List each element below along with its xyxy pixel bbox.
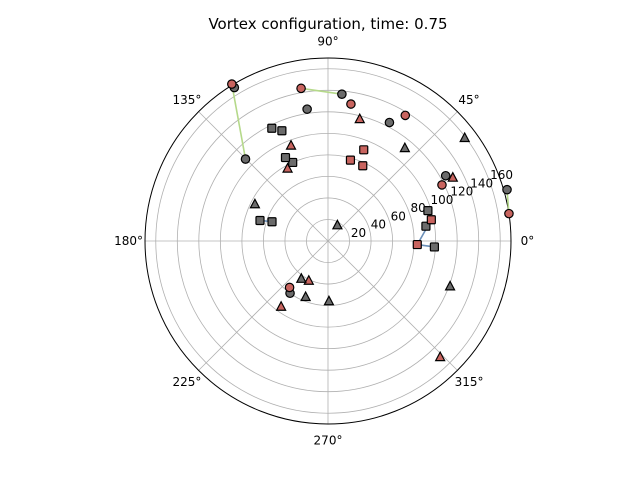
link-line xyxy=(231,83,247,160)
square-marker xyxy=(429,242,440,252)
circle-marker xyxy=(302,104,312,114)
square-marker xyxy=(423,206,433,216)
triangle-marker xyxy=(459,131,471,143)
angle-tick-label: 270° xyxy=(314,433,343,447)
triangle-marker xyxy=(275,300,287,311)
polar-frame xyxy=(144,57,512,425)
angle-tick-label: 45° xyxy=(458,93,479,107)
circle-marker xyxy=(284,282,295,293)
square-marker xyxy=(345,155,356,165)
triangle-marker xyxy=(303,274,315,285)
square-marker xyxy=(280,152,291,163)
circle-marker xyxy=(400,110,411,121)
square-marker xyxy=(359,145,369,155)
square-marker xyxy=(277,126,287,136)
chart-title: Vortex configuration, time: 0.75 xyxy=(208,15,448,33)
triangle-marker xyxy=(285,139,297,150)
radial-tick-label: 20 xyxy=(351,226,366,240)
triangle-marker xyxy=(249,197,261,209)
triangle-marker xyxy=(300,290,312,302)
angular-gridline xyxy=(198,240,329,371)
angle-tick-label: 0° xyxy=(521,234,535,248)
angle-tick-label: 135° xyxy=(173,93,202,107)
triangle-marker xyxy=(434,350,446,362)
square-marker xyxy=(358,161,368,171)
angle-tick-label: 225° xyxy=(173,375,202,389)
angular-gridline xyxy=(327,111,458,242)
link-line xyxy=(300,87,342,95)
angle-tick-label: 315° xyxy=(455,375,484,389)
radial-tick-label: 140 xyxy=(470,176,493,190)
triangle-marker xyxy=(447,171,459,182)
circle-marker xyxy=(384,117,395,128)
radial-tick-label: 160 xyxy=(490,168,513,182)
circle-marker xyxy=(346,99,356,109)
circle-marker xyxy=(240,154,251,164)
triangle-marker xyxy=(399,141,411,153)
triangle-marker xyxy=(444,280,456,291)
circle-marker xyxy=(227,79,237,89)
radial-tick-label: 40 xyxy=(371,218,386,232)
angular-gridline xyxy=(327,240,458,371)
triangle-marker xyxy=(331,219,343,230)
radial-tick-label: 60 xyxy=(391,209,406,223)
angular-gridline xyxy=(198,111,329,242)
circle-marker xyxy=(502,184,512,195)
circle-marker xyxy=(437,180,447,190)
square-marker xyxy=(412,239,422,250)
circle-marker xyxy=(504,208,514,219)
triangle-marker xyxy=(354,112,366,124)
circle-marker xyxy=(337,89,347,99)
triangle-marker xyxy=(295,272,307,283)
square-marker xyxy=(255,215,265,226)
radial-tick-label: 100 xyxy=(430,193,453,207)
circle-marker xyxy=(440,170,451,181)
triangle-marker xyxy=(282,162,294,173)
angle-tick-label: 90° xyxy=(317,35,338,49)
triangle-marker xyxy=(323,294,335,306)
circle-marker xyxy=(296,83,306,94)
square-marker xyxy=(267,123,277,133)
square-marker xyxy=(267,217,277,227)
square-marker xyxy=(426,215,436,225)
radial-tick-label: 80 xyxy=(411,201,426,215)
angle-tick-label: 180° xyxy=(114,234,143,248)
square-marker xyxy=(288,157,298,168)
radial-tick-label: 120 xyxy=(450,185,473,199)
